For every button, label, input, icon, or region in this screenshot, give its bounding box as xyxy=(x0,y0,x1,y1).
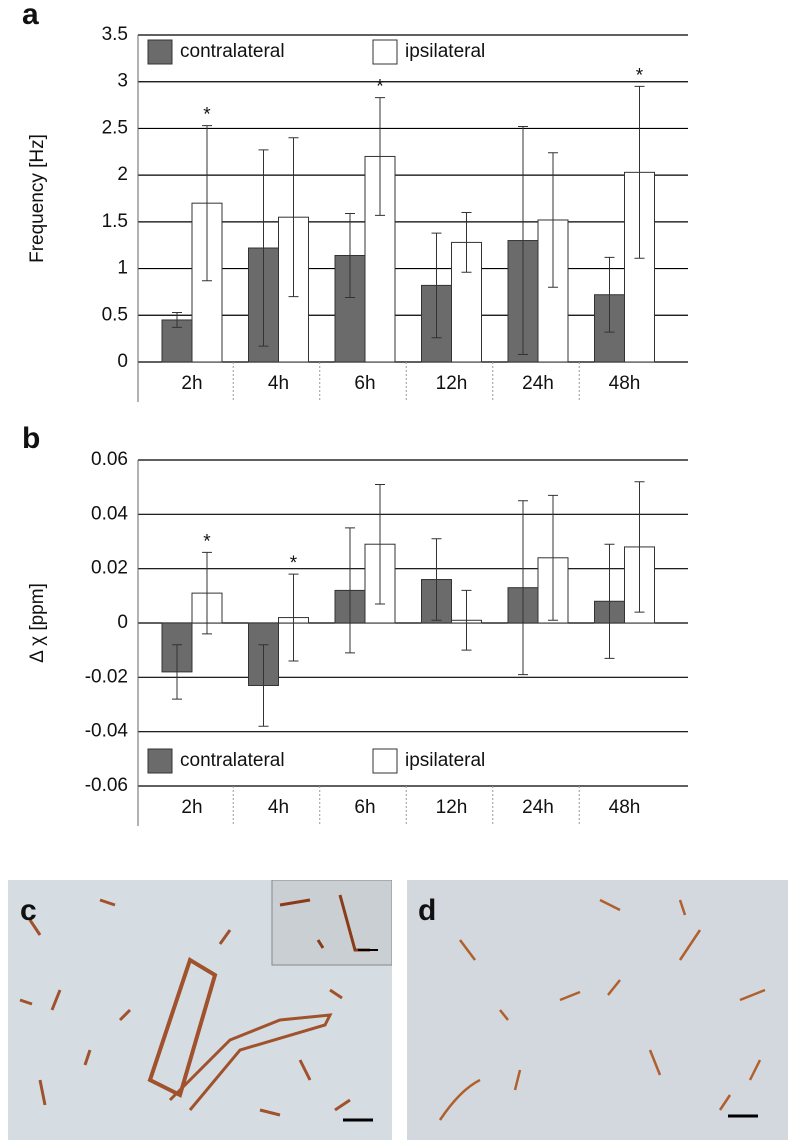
x-tick-label: 48h xyxy=(609,797,641,818)
x-tick-label: 6h xyxy=(354,373,375,394)
y-tick-label: 0.04 xyxy=(91,503,128,524)
error-bar xyxy=(518,126,528,356)
micrograph-c xyxy=(8,880,392,1140)
error-bar xyxy=(172,644,182,700)
y-tick-label: 0.06 xyxy=(91,449,128,470)
panel-label: b xyxy=(22,422,40,455)
legend-label: contralateral xyxy=(180,41,285,62)
y-tick-label: -0.04 xyxy=(85,721,129,742)
y-tick-label: 3.5 xyxy=(102,24,128,45)
y-tick-label: -0.02 xyxy=(85,666,128,687)
error-bar xyxy=(518,500,528,676)
y-axis-label: Frequency [Hz] xyxy=(27,134,48,263)
error-bar xyxy=(431,232,442,339)
legend-label: contralateral xyxy=(180,750,285,771)
y-tick-label: 0.02 xyxy=(91,558,128,579)
legend-swatch xyxy=(372,39,398,65)
x-tick-label: 2h xyxy=(181,373,202,394)
significance-label: * xyxy=(290,553,298,574)
x-tick-label: 4h xyxy=(268,797,289,818)
x-tick-label: 4h xyxy=(268,373,289,394)
error-bar xyxy=(548,152,558,288)
error-bar xyxy=(375,483,385,605)
micrograph-d xyxy=(407,880,788,1140)
error-bar xyxy=(345,212,355,299)
error-bar xyxy=(604,543,615,659)
error-bar xyxy=(461,212,472,273)
panel-label: d xyxy=(418,894,436,927)
significance-label: * xyxy=(376,77,384,98)
error-bar xyxy=(202,125,212,282)
error-bar xyxy=(634,481,645,613)
error-bar xyxy=(431,538,442,621)
y-tick-label: 0 xyxy=(117,612,128,633)
significance-label: * xyxy=(203,531,211,552)
error-bar xyxy=(461,589,472,651)
error-bar xyxy=(604,256,615,333)
error-bar xyxy=(345,527,355,654)
legend-swatch xyxy=(147,39,173,65)
x-tick-label: 6h xyxy=(354,797,375,818)
error-bar xyxy=(288,137,299,298)
error-bar xyxy=(548,494,558,621)
panel-label: c xyxy=(20,894,37,927)
x-tick-label: 24h xyxy=(522,373,554,394)
y-tick-label: 3 xyxy=(117,71,128,92)
y-axis-label: Δ χ [ppm] xyxy=(27,583,48,663)
y-tick-label: 2 xyxy=(117,164,128,185)
significance-label: * xyxy=(636,65,644,86)
y-tick-label: -0.06 xyxy=(85,775,128,796)
x-tick-label: 12h xyxy=(436,797,468,818)
error-bar xyxy=(634,85,645,259)
error-bar xyxy=(258,644,269,727)
error-bar xyxy=(172,311,182,328)
error-bar xyxy=(288,573,299,662)
legend-swatch xyxy=(147,748,173,774)
y-tick-label: 2.5 xyxy=(102,117,128,138)
x-tick-label: 48h xyxy=(609,373,641,394)
error-bar xyxy=(258,149,269,347)
legend-label: ipsilateral xyxy=(405,41,485,62)
y-tick-label: 0 xyxy=(117,351,128,372)
significance-label: * xyxy=(203,105,211,126)
error-bar xyxy=(202,551,212,635)
x-tick-label: 24h xyxy=(522,797,554,818)
error-bar xyxy=(375,97,385,216)
legend-label: ipsilateral xyxy=(405,750,485,771)
y-tick-label: 1.5 xyxy=(102,211,128,232)
legend-swatch xyxy=(372,748,398,774)
y-tick-label: 1 xyxy=(117,258,128,279)
y-tick-label: 0.5 xyxy=(102,304,128,325)
x-tick-label: 2h xyxy=(181,797,202,818)
x-tick-label: 12h xyxy=(436,373,468,394)
panel-label: a xyxy=(22,0,39,31)
